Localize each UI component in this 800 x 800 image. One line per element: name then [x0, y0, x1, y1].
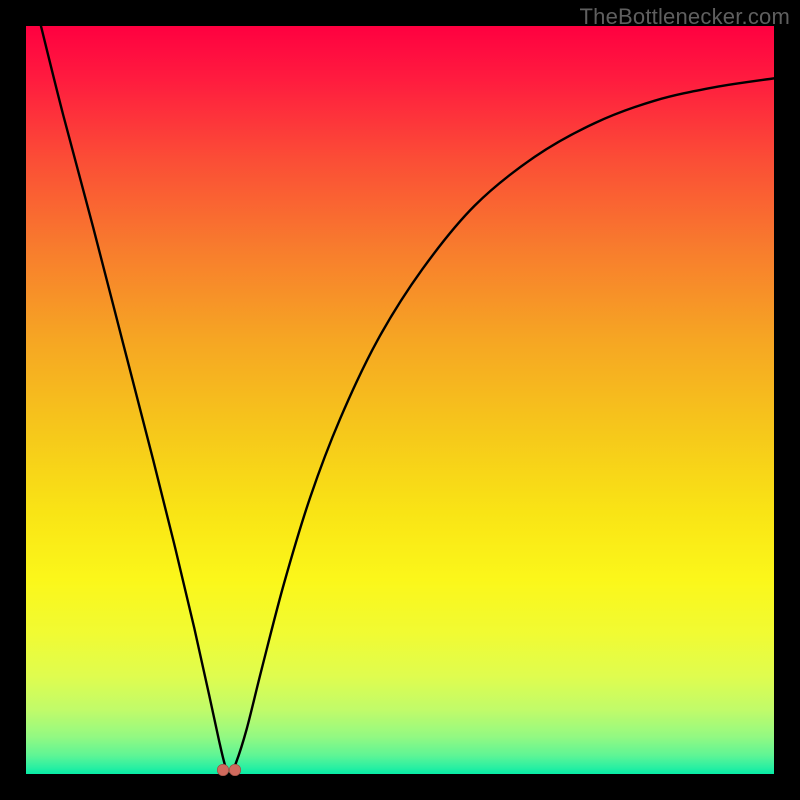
chart-frame: TheBottlenecker.com — [0, 0, 800, 800]
bottleneck-marker — [217, 764, 229, 776]
bottleneck-marker — [229, 764, 241, 776]
bottleneck-curve — [41, 26, 774, 774]
watermark-text: TheBottlenecker.com — [580, 4, 790, 30]
plot-area — [26, 26, 774, 774]
curve-layer — [26, 26, 774, 774]
